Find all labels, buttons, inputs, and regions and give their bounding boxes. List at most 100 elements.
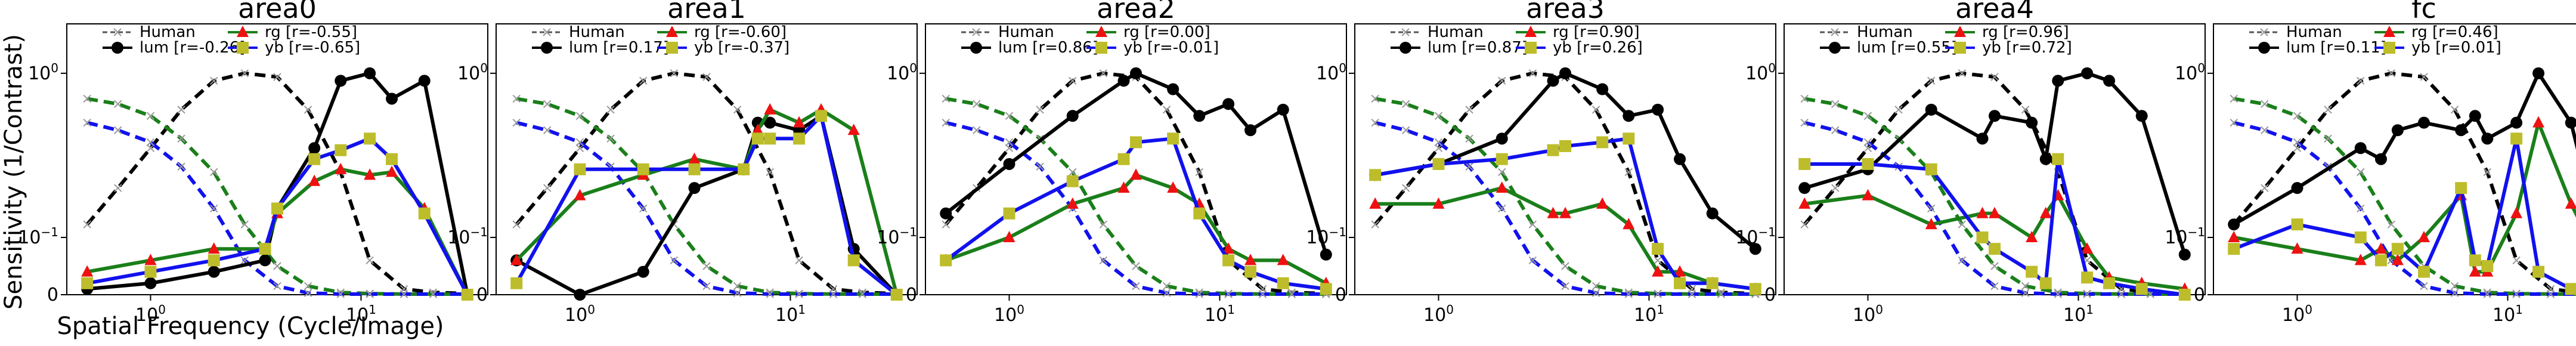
human-yb-point xyxy=(2261,126,2269,134)
lum-series-line xyxy=(1374,71,1757,251)
x-tick-label: 100 xyxy=(994,302,1024,326)
yb-point xyxy=(1277,277,1289,289)
legend-yb-marker xyxy=(666,42,678,54)
rg-point xyxy=(2228,231,2240,242)
lum-point xyxy=(1925,103,1937,116)
rg-point xyxy=(335,162,347,174)
yb-point xyxy=(847,254,860,267)
x-tick-label: 101 xyxy=(2493,302,2523,326)
rg-point xyxy=(2469,265,2481,277)
legend-lum-label: lum [r=-0.26] xyxy=(140,39,245,57)
yb-point xyxy=(1674,277,1686,289)
lum-point xyxy=(1117,75,1130,87)
human-lum-point xyxy=(1069,76,1077,85)
human-yb-point xyxy=(1717,290,1726,298)
human-rg-point xyxy=(606,134,615,143)
legend-yb-label: yb [r=0.01] xyxy=(2411,39,2501,57)
human-lum-point xyxy=(1402,184,1410,192)
human-rg-point xyxy=(1132,262,1140,270)
human-lum-point xyxy=(1800,220,1809,228)
y-tick-label: 0 xyxy=(1764,285,1776,305)
human-rg-point xyxy=(114,100,122,109)
legend-yb-label: yb [r=-0.65] xyxy=(265,39,360,57)
y-tick-label: 0 xyxy=(1335,285,1346,305)
y-tick-label: 10−1 xyxy=(1735,225,1776,248)
human-yb-point xyxy=(829,290,838,298)
lum-point xyxy=(2354,142,2367,155)
legend-rg-label: rg [r=0.90] xyxy=(1553,23,1640,41)
human-rg-point xyxy=(702,262,711,270)
rg-point xyxy=(364,168,376,180)
lum-point xyxy=(1496,132,1508,145)
legend-lum-marker xyxy=(1400,42,1411,54)
human-yb-point xyxy=(1258,290,1267,298)
human-yb-point xyxy=(795,290,803,298)
human-lum-point xyxy=(1958,69,1967,78)
human-rg-point xyxy=(2357,168,2365,177)
yb-point xyxy=(144,265,157,278)
human-yb-point xyxy=(2054,290,2062,298)
x-tick-label: 100 xyxy=(135,302,166,326)
human-yb-point xyxy=(2083,290,2091,298)
human-lum-point xyxy=(606,106,615,114)
human-lum-point xyxy=(2357,76,2365,85)
lum-point xyxy=(1277,103,1289,116)
yb-point xyxy=(2374,254,2387,267)
human-rg-point xyxy=(83,94,91,103)
human-rg-point xyxy=(733,282,742,291)
human-rg-curve xyxy=(86,97,467,296)
yb-point xyxy=(2354,231,2367,243)
plot-frame xyxy=(1354,23,1776,295)
lum-point xyxy=(1559,67,1571,79)
yb-point xyxy=(2103,277,2116,289)
legend-rg-marker xyxy=(666,26,678,37)
legend-rg-marker xyxy=(1095,26,1107,37)
legend-human-label: Human xyxy=(2286,23,2342,41)
human-yb-point xyxy=(2420,282,2428,291)
legend-lum-label: lum [r=0.87] xyxy=(1428,39,1528,57)
legend-lum-label: lum [r=0.11] xyxy=(2286,39,2386,57)
legend-lum-label: lum [r=0.17] xyxy=(569,39,669,57)
rg-point xyxy=(2374,242,2387,254)
yb-point xyxy=(1989,243,2001,255)
lum-point xyxy=(2178,248,2191,261)
yb-point xyxy=(1862,157,1874,170)
human-yb-point xyxy=(1927,204,1936,213)
plot-frame xyxy=(925,23,1347,295)
yb-point xyxy=(2455,182,2467,194)
human-yb-point xyxy=(1561,282,1569,291)
human-rg-point xyxy=(2021,282,2030,291)
yb-point xyxy=(418,207,431,220)
human-rg-point xyxy=(273,262,281,270)
human-yb-point xyxy=(83,118,91,127)
legend-human-label: Human xyxy=(1857,23,1913,41)
yb-point xyxy=(335,144,347,156)
legend-lum-marker xyxy=(970,42,982,54)
x-tick-label: 101 xyxy=(775,302,806,326)
human-rg-point xyxy=(210,168,218,177)
human-yb-point xyxy=(1287,290,1296,298)
yb-point xyxy=(815,110,828,122)
lum-point xyxy=(1706,207,1719,220)
rg-point xyxy=(793,116,806,128)
rg-point xyxy=(308,174,321,186)
yb-point xyxy=(2135,283,2148,295)
legend-yb-label: yb [r=0.72] xyxy=(1982,39,2072,57)
legend-yb-marker xyxy=(1095,42,1107,54)
rg-point xyxy=(688,152,701,164)
human-rg-point xyxy=(1831,100,1840,109)
human-lum-point xyxy=(2324,106,2332,114)
rg-point xyxy=(2391,254,2404,265)
yb-point xyxy=(259,243,271,255)
figure-ylabel: Sensitivity (1/Contrast) xyxy=(0,34,27,310)
lum-point xyxy=(2081,67,2094,79)
yb-point xyxy=(1798,157,1811,170)
human-rg-point xyxy=(512,94,521,103)
rg-point xyxy=(1623,218,1635,230)
yb-point xyxy=(1652,243,1664,255)
yb-point xyxy=(1432,157,1445,170)
rg-point xyxy=(1117,181,1130,193)
